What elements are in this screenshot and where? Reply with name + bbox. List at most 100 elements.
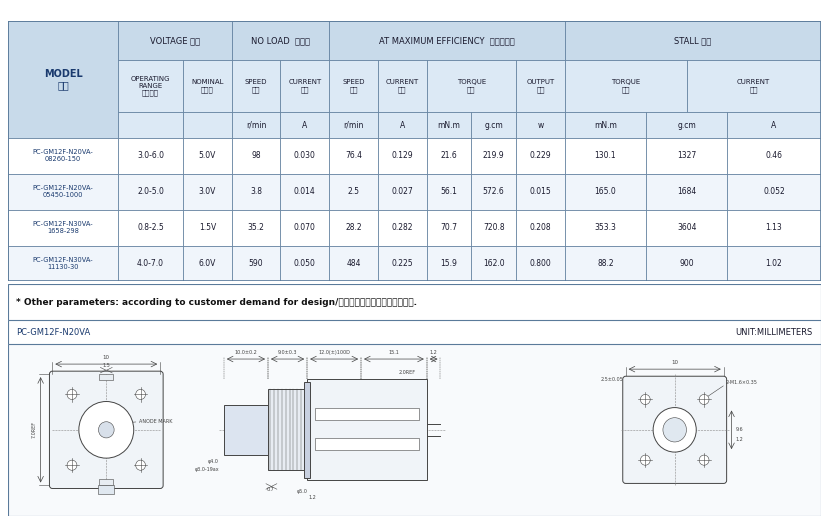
Bar — [232, 138, 280, 174]
Text: 0.282: 0.282 — [391, 223, 412, 232]
Bar — [471, 112, 515, 138]
Circle shape — [639, 455, 649, 465]
Text: 0.015: 0.015 — [529, 187, 551, 196]
Text: 5.0V: 5.0V — [199, 152, 216, 160]
Bar — [304, 382, 310, 478]
Bar — [280, 245, 329, 281]
Bar — [726, 245, 820, 281]
Bar — [645, 209, 726, 245]
Bar — [183, 245, 231, 281]
Text: STALL 起動: STALL 起動 — [673, 36, 710, 45]
Text: UNIT:MILLIMETERS: UNIT:MILLIMETERS — [734, 328, 811, 337]
Text: 3.0V: 3.0V — [199, 187, 216, 196]
Bar — [471, 245, 515, 281]
Bar — [515, 112, 564, 138]
Bar — [118, 245, 183, 281]
Bar — [515, 174, 564, 209]
Text: NO LOAD  無負荷: NO LOAD 無負荷 — [251, 36, 310, 45]
Bar — [426, 245, 471, 281]
Bar — [118, 209, 183, 245]
Bar — [378, 209, 426, 245]
Text: PC-GM12F-N20VA-
05450-1000: PC-GM12F-N20VA- 05450-1000 — [33, 185, 94, 199]
FancyBboxPatch shape — [622, 376, 726, 483]
Text: OUTPUT
功率: OUTPUT 功率 — [526, 79, 554, 93]
Circle shape — [136, 460, 146, 470]
Text: 70.7: 70.7 — [440, 223, 457, 232]
Bar — [515, 209, 564, 245]
Text: 130.1: 130.1 — [594, 152, 615, 160]
Text: w: w — [537, 120, 543, 130]
Text: φ4.0: φ4.0 — [208, 459, 219, 464]
Bar — [118, 174, 183, 209]
Text: 2.0-5.0: 2.0-5.0 — [137, 187, 164, 196]
Bar — [515, 245, 564, 281]
Bar — [8, 138, 118, 174]
Circle shape — [698, 455, 708, 465]
Bar — [378, 60, 426, 112]
Text: 0.052: 0.052 — [763, 187, 784, 196]
Text: 1684: 1684 — [676, 187, 696, 196]
Text: 9.6: 9.6 — [734, 427, 742, 432]
Bar — [118, 21, 232, 60]
Text: mN.m: mN.m — [594, 120, 616, 130]
Text: 1.5V: 1.5V — [199, 223, 216, 232]
Bar — [183, 112, 231, 138]
Text: 484: 484 — [346, 259, 360, 268]
Bar — [426, 138, 471, 174]
Text: A: A — [302, 120, 307, 130]
Circle shape — [67, 389, 77, 400]
Text: 6.0V: 6.0V — [199, 259, 216, 268]
Bar — [564, 21, 820, 60]
Bar — [564, 112, 645, 138]
Text: PC-GM12F-N20VA-
08260-150: PC-GM12F-N20VA- 08260-150 — [33, 150, 94, 163]
Text: 0.46: 0.46 — [764, 152, 782, 160]
Text: r/min: r/min — [343, 120, 363, 130]
Text: 219.9: 219.9 — [483, 152, 504, 160]
Text: 2-M1.6×0.35: 2-M1.6×0.35 — [724, 380, 757, 386]
Bar — [329, 209, 378, 245]
Text: 3.8: 3.8 — [250, 187, 262, 196]
Text: CURRENT
電流: CURRENT 電流 — [288, 79, 321, 93]
Bar — [645, 138, 726, 174]
Text: ANODE MARK: ANODE MARK — [138, 419, 172, 424]
Bar — [426, 60, 515, 112]
Bar — [378, 112, 426, 138]
Text: 10: 10 — [103, 355, 109, 360]
Bar — [315, 438, 418, 450]
Text: 56.1: 56.1 — [440, 187, 457, 196]
Bar — [726, 138, 820, 174]
Bar — [183, 209, 231, 245]
Bar — [280, 174, 329, 209]
Text: 1.5: 1.5 — [103, 363, 110, 368]
Text: A: A — [399, 120, 404, 130]
Text: 590: 590 — [248, 259, 263, 268]
Bar — [183, 174, 231, 209]
Text: SPEED
轉速: SPEED 轉速 — [244, 79, 267, 93]
Text: 28.2: 28.2 — [344, 223, 362, 232]
Text: 0.014: 0.014 — [294, 187, 315, 196]
Text: CURRENT
電流: CURRENT 電流 — [736, 79, 769, 93]
Text: 900: 900 — [678, 259, 693, 268]
Text: 1.2: 1.2 — [308, 494, 315, 500]
Text: AT MAXIMUM EFFICIENCY  最大效率點: AT MAXIMUM EFFICIENCY 最大效率點 — [378, 36, 514, 45]
Text: 0.050: 0.050 — [294, 259, 315, 268]
Bar — [426, 209, 471, 245]
Text: 0.070: 0.070 — [294, 223, 315, 232]
Text: SPEED
轉速: SPEED 轉速 — [342, 79, 364, 93]
Circle shape — [698, 394, 708, 404]
Bar — [726, 174, 820, 209]
Text: 10: 10 — [671, 360, 677, 365]
Text: 1327: 1327 — [676, 152, 696, 160]
Text: 21.6: 21.6 — [440, 152, 457, 160]
Bar — [329, 138, 378, 174]
Bar — [726, 112, 820, 138]
Bar — [280, 138, 329, 174]
Text: r/min: r/min — [246, 120, 266, 130]
Text: 2.5: 2.5 — [347, 187, 359, 196]
Text: 35.2: 35.2 — [248, 223, 264, 232]
Text: 1.2: 1.2 — [734, 438, 743, 442]
Bar — [378, 174, 426, 209]
Text: 2.5±0.05: 2.5±0.05 — [600, 377, 623, 382]
Text: 2.0REF: 2.0REF — [398, 370, 415, 375]
Text: φ5.0: φ5.0 — [296, 489, 307, 493]
